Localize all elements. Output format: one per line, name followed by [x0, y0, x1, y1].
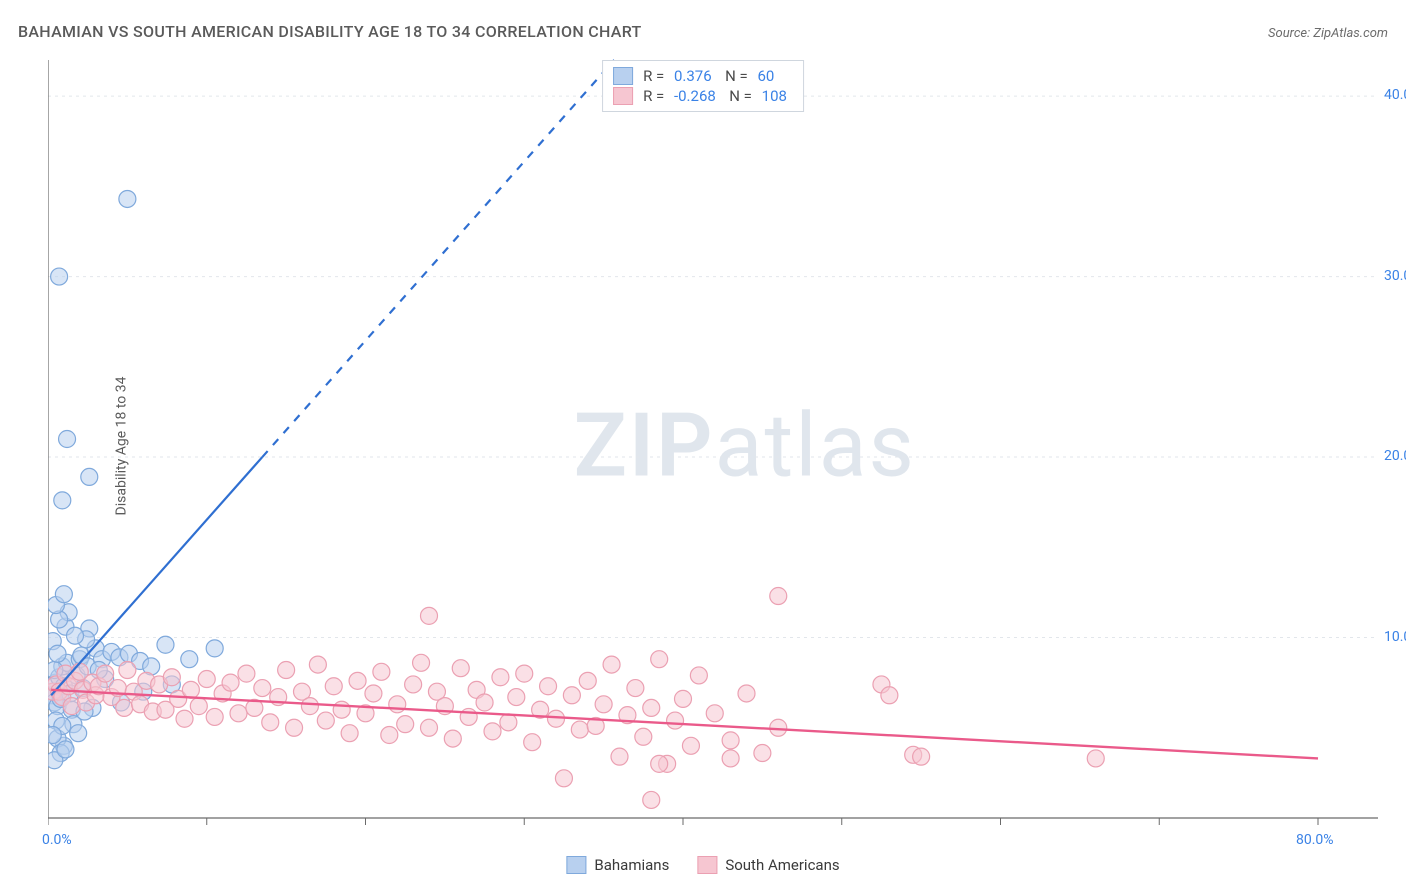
y-tick-label: 40.0%: [1384, 87, 1406, 103]
chart-title: BAHAMIAN VS SOUTH AMERICAN DISABILITY AG…: [18, 22, 642, 41]
series-legend: Bahamians South Americans: [566, 856, 839, 874]
legend-swatch-pink: [613, 87, 633, 105]
legend-stat-text: R = -0.268 N = 108: [643, 87, 793, 105]
y-tick-label: 20.0%: [1384, 448, 1406, 464]
correlation-legend-row: R = 0.376 N = 60: [613, 67, 793, 85]
plot-area: Disability Age 18 to 34 ZIPatlas: [48, 52, 1388, 840]
source-label: Source: ZipAtlas.com: [1268, 26, 1388, 41]
legend-swatch-blue: [566, 856, 586, 874]
legend-swatch-blue: [613, 67, 633, 85]
series-legend-label: Bahamians: [594, 856, 669, 874]
y-tick-label: 10.0%: [1384, 629, 1406, 645]
correlation-legend: R = 0.376 N = 60 R = -0.268 N = 108: [602, 60, 804, 112]
x-tick-label: 0.0%: [42, 832, 72, 848]
series-legend-item: Bahamians: [566, 856, 669, 874]
title-bar: BAHAMIAN VS SOUTH AMERICAN DISABILITY AG…: [18, 22, 1388, 41]
legend-stat-text: R = 0.376 N = 60: [643, 67, 780, 85]
legend-swatch-pink: [697, 856, 717, 874]
x-tick-label: 80.0%: [1296, 832, 1334, 848]
series-legend-item: South Americans: [697, 856, 839, 874]
series-legend-label: South Americans: [725, 856, 839, 874]
scatter-plot-svg: [48, 52, 1388, 840]
correlation-legend-row: R = -0.268 N = 108: [613, 87, 793, 105]
y-tick-label: 30.0%: [1384, 268, 1406, 284]
